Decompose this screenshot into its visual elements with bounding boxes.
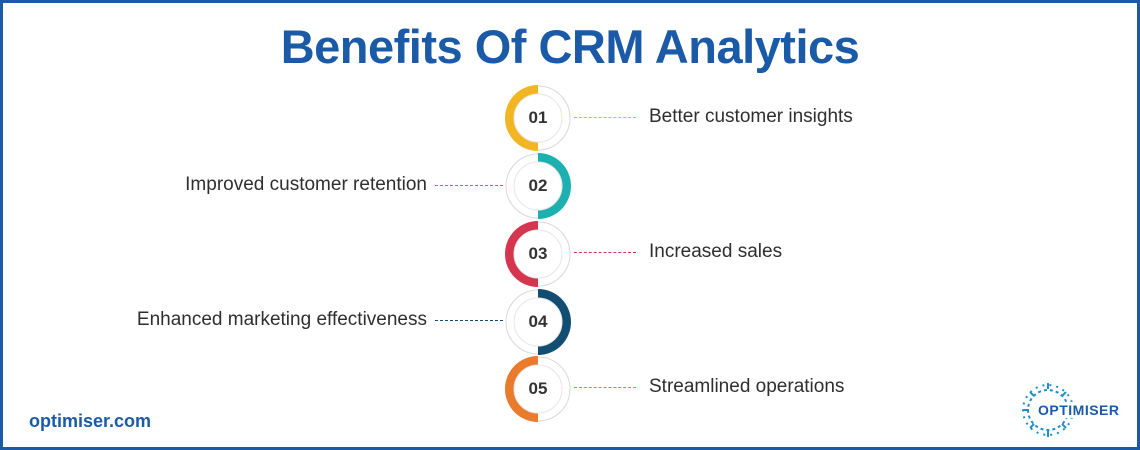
step-05-ring-icon (505, 356, 571, 422)
website-url: optimiser.com (29, 411, 152, 431)
step-03-number: 03 (528, 244, 548, 263)
step-04-circle: 04 (505, 289, 571, 355)
step-03-connector (574, 252, 636, 253)
logo-text: OPTIMISER (1036, 402, 1122, 418)
step-02-number: 02 (528, 176, 548, 195)
step-02-connector (435, 185, 503, 186)
step-04-connector (435, 320, 503, 321)
step-01-connector (574, 117, 636, 118)
step-01-number: 01 (528, 108, 548, 127)
page-title: Benefits Of CRM Analytics (280, 20, 860, 73)
step-01-label: Better customer insights (649, 106, 853, 127)
step-03-label: Increased sales (649, 241, 783, 262)
step-04-number: 04 (528, 312, 548, 331)
step-05-connector (574, 387, 636, 388)
step-02-label: Improved customer retention (185, 174, 427, 195)
step-01-ring-icon (505, 85, 571, 151)
step-03-circle: 03 (505, 221, 571, 287)
step-05-label: Streamlined operations (649, 376, 845, 397)
step-03-ring-icon (505, 221, 571, 287)
step-02-circle: 02 (505, 153, 571, 219)
step-01-circle: 01 (505, 85, 571, 151)
step-04-ring-icon (505, 289, 571, 355)
step-05-number: 05 (528, 379, 548, 398)
step-02-ring-icon (505, 153, 571, 219)
step-04-label: Enhanced marketing effectiveness (136, 309, 427, 330)
step-05-circle: 05 (505, 356, 571, 422)
